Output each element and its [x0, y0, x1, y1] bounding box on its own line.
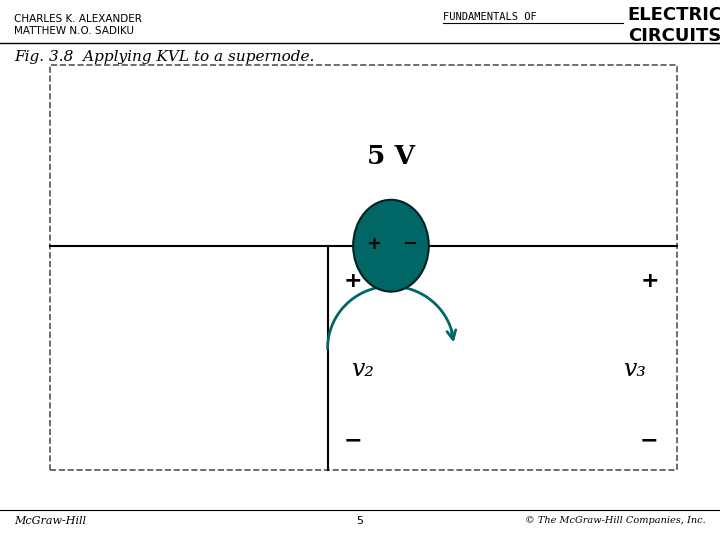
Text: −: −: [402, 234, 418, 253]
Text: −: −: [640, 430, 659, 450]
Text: © The McGraw-Hill Companies, Inc.: © The McGraw-Hill Companies, Inc.: [525, 516, 706, 525]
Text: Fig. 3.8  Applying KVL to a supernode.: Fig. 3.8 Applying KVL to a supernode.: [14, 50, 315, 64]
Text: v₂: v₂: [351, 359, 374, 381]
Ellipse shape: [354, 200, 429, 292]
Text: −: −: [343, 430, 362, 450]
Text: FUNDAMENTALS OF: FUNDAMENTALS OF: [443, 12, 536, 22]
Text: ELECTRIC: ELECTRIC: [628, 6, 720, 24]
Bar: [50, 65, 677, 470]
Text: +: +: [343, 271, 362, 291]
Text: +: +: [640, 271, 659, 291]
Text: CHARLES K. ALEXANDER: CHARLES K. ALEXANDER: [14, 14, 143, 24]
Text: 5: 5: [356, 516, 364, 526]
Text: v₃: v₃: [624, 359, 647, 381]
Text: 5 V: 5 V: [367, 144, 415, 169]
Text: McGraw-Hill: McGraw-Hill: [14, 516, 86, 526]
Text: MATTHEW N.O. SADIKU: MATTHEW N.O. SADIKU: [14, 26, 135, 36]
Text: CIRCUITS: CIRCUITS: [628, 27, 720, 45]
Text: +: +: [366, 234, 381, 253]
